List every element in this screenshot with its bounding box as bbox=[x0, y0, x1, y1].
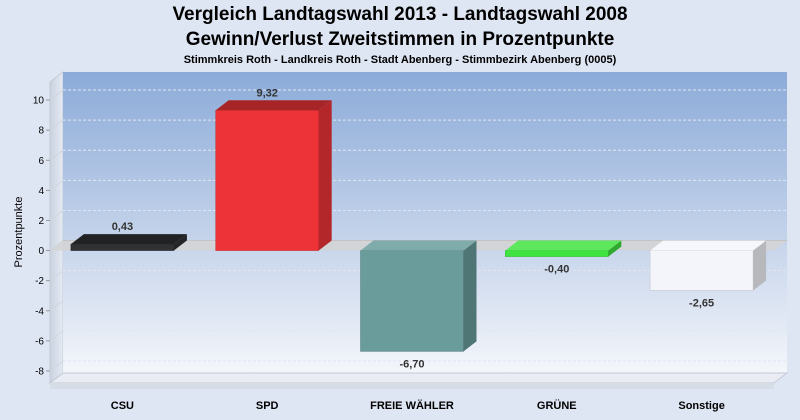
x-category-label: CSU bbox=[111, 400, 134, 412]
bar-front bbox=[505, 250, 609, 257]
y-axis-label: Prozentpunkte bbox=[13, 197, 25, 268]
grid-line-diagonal bbox=[49, 89, 64, 101]
data-label: -6,70 bbox=[399, 358, 424, 370]
bar-freie-w-hler bbox=[360, 240, 477, 352]
chart-title: Vergleich Landtagswahl 2013 - Landtagswa… bbox=[172, 4, 628, 25]
y-axis-ticks: 10 8 6 4 2 0 -2 -4 -6 -8 bbox=[33, 96, 50, 377]
grid-line-diagonal bbox=[49, 179, 64, 191]
data-labels: 0,43 9,32 -6,70 -0,40 -2,65 bbox=[112, 87, 714, 370]
grid-line-diagonal bbox=[49, 360, 64, 372]
grid-line-diagonal bbox=[49, 210, 64, 221]
bar-front bbox=[649, 250, 754, 291]
bar-front bbox=[70, 243, 175, 251]
bar-top bbox=[360, 240, 477, 251]
grid-line-diagonal bbox=[49, 330, 64, 342]
x-category-label: Sonstige bbox=[678, 400, 724, 412]
x-category-label: SPD bbox=[256, 400, 279, 412]
bar-side bbox=[463, 240, 477, 352]
bar-csu bbox=[70, 234, 187, 251]
plot-floor bbox=[48, 372, 789, 384]
y-tick-label: -8 bbox=[35, 366, 44, 377]
bars bbox=[70, 100, 767, 352]
data-label: 0,43 bbox=[112, 221, 133, 233]
bar-side bbox=[753, 240, 767, 291]
y-tick-label: 10 bbox=[33, 96, 45, 107]
bar-gr-ne bbox=[505, 240, 622, 257]
bar-side bbox=[318, 100, 332, 251]
chart-subtitle: Gewinn/Verlust Zweitstimmen in Prozentpu… bbox=[185, 29, 615, 50]
grid-line-diagonal bbox=[49, 270, 64, 282]
data-label: -0,40 bbox=[544, 264, 569, 276]
x-axis-categories: CSU SPD FREIE WÄHLER GRÜNE Sonstige bbox=[111, 399, 725, 412]
x-category-label: GRÜNE bbox=[537, 399, 577, 412]
bar-sonstige bbox=[649, 240, 767, 291]
y-tick-label: -6 bbox=[35, 336, 44, 347]
data-label: 9,32 bbox=[256, 87, 277, 99]
bar-side bbox=[608, 240, 622, 257]
data-label: -2,65 bbox=[689, 297, 714, 309]
y-tick-label: 2 bbox=[38, 216, 44, 227]
grid-line-diagonal bbox=[49, 300, 64, 312]
y-tick-label: -4 bbox=[35, 306, 44, 317]
y-tick-label: 8 bbox=[38, 126, 44, 137]
bar-front bbox=[215, 110, 319, 251]
y-tick-label: 0 bbox=[38, 246, 44, 257]
plot-frame bbox=[48, 70, 789, 389]
plot-floor-edge bbox=[50, 383, 774, 389]
chart-caption: Stimmkreis Roth - Landkreis Roth - Stadt… bbox=[183, 54, 617, 66]
y-tick-label: 6 bbox=[38, 156, 44, 167]
bar-top bbox=[505, 240, 622, 251]
bar-top bbox=[70, 234, 187, 245]
bar-top bbox=[215, 100, 332, 111]
bar-side bbox=[173, 234, 187, 251]
bar-front bbox=[360, 250, 464, 352]
y-tick-label: 4 bbox=[38, 186, 44, 197]
x-category-label: FREIE WÄHLER bbox=[370, 399, 454, 412]
bar-spd bbox=[215, 100, 332, 251]
bar-top bbox=[650, 240, 767, 251]
grid-line-diagonal bbox=[49, 149, 64, 161]
grid-line-diagonal bbox=[49, 119, 64, 131]
y-tick-label: -2 bbox=[35, 276, 44, 287]
